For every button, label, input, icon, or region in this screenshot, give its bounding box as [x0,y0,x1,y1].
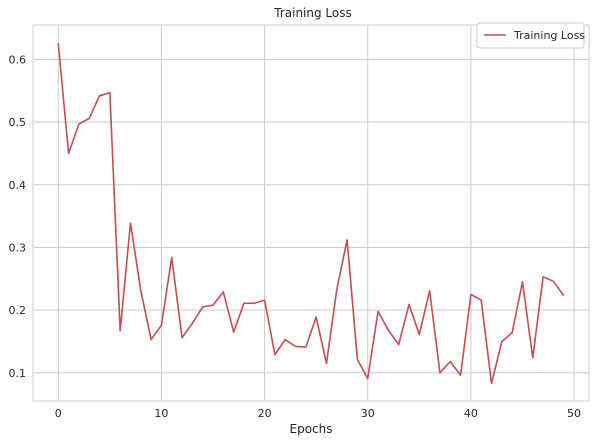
tick-labels: 0 10 20 30 40 50 0.1 0.2 0.3 0.4 0.5 0.6 [9,53,582,420]
y-tick-label: 0.5 [9,116,27,129]
x-tick-label: 40 [464,407,478,420]
legend-label: Training Loss [513,29,585,42]
chart-title: Training Loss [273,6,351,20]
plot-area-background [33,25,589,401]
y-tick-label: 0.2 [9,304,27,317]
series-line-training-loss [57,43,565,385]
x-tick-label: 20 [258,407,272,420]
y-tick-label: 0.1 [9,367,27,380]
legend: Training Loss [476,22,585,49]
x-tick-label: 0 [55,407,62,420]
y-tick-label: 0.6 [9,53,27,66]
x-tick-label: 10 [154,407,168,420]
data-series [57,43,565,385]
x-tick-label: 50 [567,407,581,420]
y-tick-label: 0.4 [9,179,27,192]
x-axis-label: Epochs [290,422,333,436]
grid-lines [33,25,589,401]
y-tick-label: 0.3 [9,241,27,254]
plot-frame [32,24,590,402]
x-tick-label: 30 [361,407,375,420]
legend-box [476,22,585,49]
